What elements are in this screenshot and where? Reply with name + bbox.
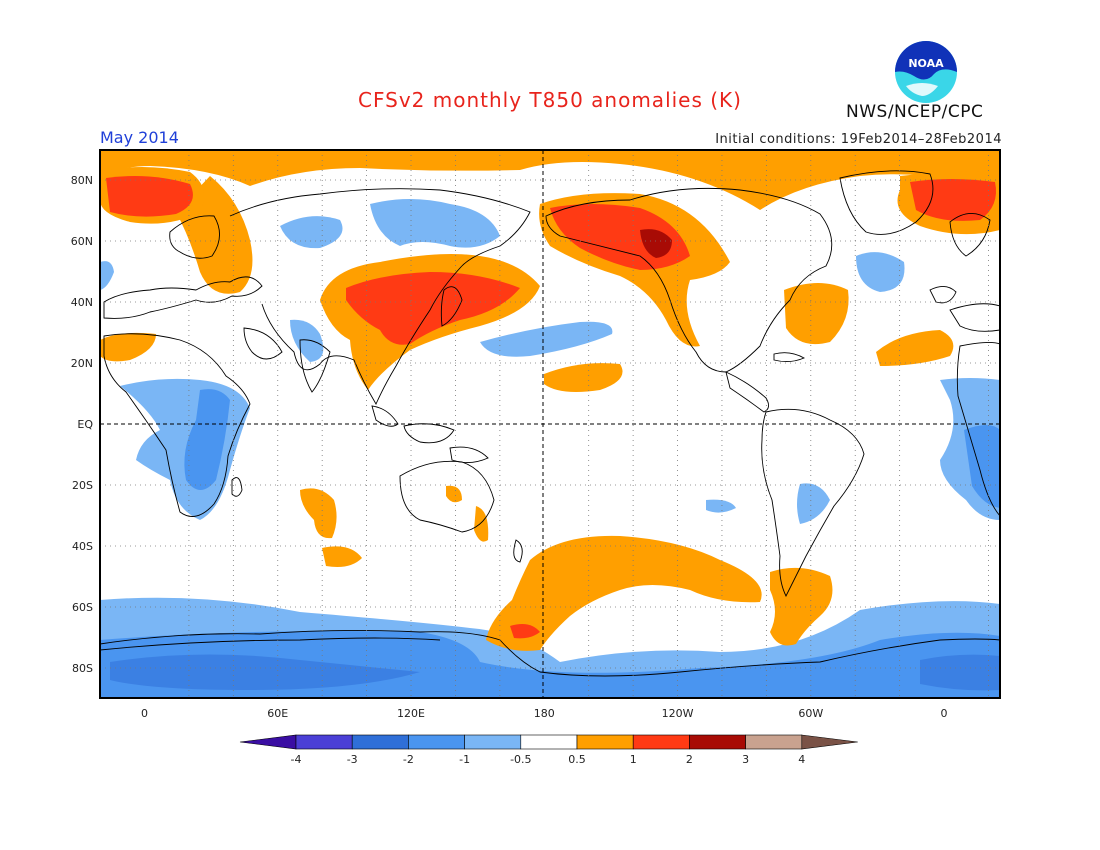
graticule [99,150,1000,698]
latitude-label: 20N [71,357,93,370]
forecast-period: May 2014 [100,128,179,147]
colorbar-swatch [295,734,353,750]
colorbar-label: 3 [742,753,749,766]
latitude-labels: 80N 60N 40N 20N EQ 20S 40S 60S 80S [71,174,94,675]
colorbar-label: -2 [403,753,414,766]
colorbar-min-arrow [239,734,297,750]
longitude-label: 120E [397,707,425,720]
longitude-label: 60E [267,707,288,720]
colorbar-swatch [689,734,746,750]
colorbar-label: 2 [686,753,693,766]
latitude-label: 40S [72,540,93,553]
latitude-label: 60N [71,235,93,248]
longitude-label: 0 [141,707,148,720]
colorbar-label: 1 [630,753,637,766]
colorbar-swatch [745,734,803,750]
latitude-label: EQ [77,418,93,431]
map-title: CFSv2 monthly T850 anomalies (K) [358,88,742,112]
latitude-label: 60S [72,601,93,614]
agency-label: NWS/NCEP/CPC [846,102,984,122]
colorbar-label: 0.5 [568,753,586,766]
longitude-label: 120W [662,707,694,720]
latitude-label: 20S [72,479,93,492]
colorbar-label: 4 [798,753,805,766]
colorbar-swatch [408,734,465,750]
noaa-logo: NOAA [894,40,958,104]
longitude-label: 0 [941,707,948,720]
colorbar-swatch [520,734,578,750]
colorbar-label: -4 [291,753,302,766]
latitude-label: 80S [72,662,93,675]
colorbar-swatch [632,734,690,750]
colorbar-label: -1 [459,753,470,766]
initial-conditions: Initial conditions: 19Feb2014–28Feb2014 [715,132,1002,147]
colorbar-label: -3 [347,753,358,766]
longitude-label: 180 [534,707,555,720]
colorbar-swatch [576,734,634,750]
colorbar-swatch [351,734,409,750]
colorbar-label: -0.5 [510,753,531,766]
latitude-label: 40N [71,296,93,309]
logo-text: NOAA [908,57,944,70]
map-frame [99,149,1001,699]
colorbar: -4 -3 -2 -1 -0.5 0.5 1 2 3 4 [239,734,858,766]
longitude-label: 60W [798,707,823,720]
longitude-labels: 0 60E 120E 180 120W 60W 0 [141,707,948,720]
colorbar-swatch [464,734,522,750]
latitude-label: 80N [71,174,93,187]
coastlines [100,170,1000,677]
colorbar-max-arrow [801,734,858,750]
